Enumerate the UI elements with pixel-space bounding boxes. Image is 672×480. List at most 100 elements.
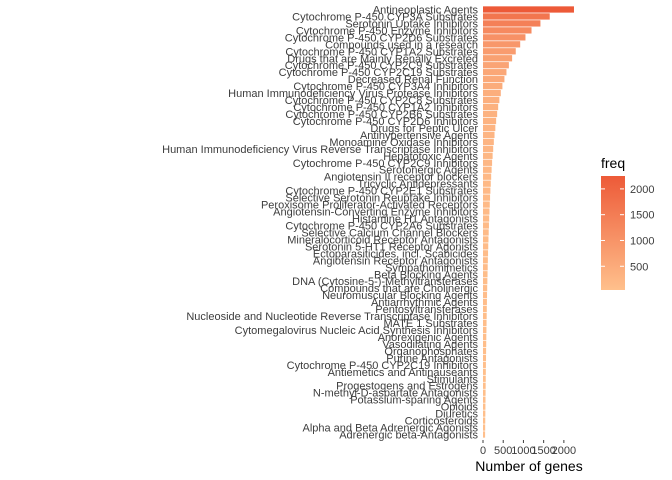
y-tick-label: Human Immunodeficiency Virus Reverse Tra… <box>162 144 478 156</box>
bar <box>483 257 488 264</box>
y-tick-label: Cytochrome P-450 CYP2D6 Substrates <box>285 32 479 44</box>
y-tick-label: Alpha and Beta Adrenergic Agonists <box>302 423 478 435</box>
bar <box>483 319 487 327</box>
bar <box>483 243 489 250</box>
bar <box>483 431 486 438</box>
bar <box>483 166 492 173</box>
legend-tick-label: 2000 <box>630 184 654 196</box>
y-tick-label: Cytochrome P-450 CYP3A Substrates <box>292 11 478 23</box>
y-tick-label: Angiotensin-Converting Enzyme Inhibitors <box>273 207 478 219</box>
y-tick-label: Potassium-sparing Agents <box>350 395 478 407</box>
bar <box>483 110 498 118</box>
y-tick-label: Angiotensin Receptor Antagonists <box>313 255 479 267</box>
bar <box>483 222 489 229</box>
y-tick-label: Selective Calcium Channel Blockers <box>301 227 478 239</box>
y-tick-label: N-methyl-D-aspartate Antagonists <box>313 388 479 400</box>
y-tick-label: Cytochrome P-450 CYP1A2 Substrates <box>285 46 478 58</box>
bar <box>483 69 507 76</box>
bar <box>483 292 488 299</box>
y-tick-label: Tricyclic Antidepressants <box>357 179 478 191</box>
bar <box>483 347 487 355</box>
bar <box>483 117 497 125</box>
bar <box>483 229 489 236</box>
bar <box>483 27 532 34</box>
y-tick-label: Angiotensin II receptor blockers <box>324 172 479 184</box>
legend-colorbar <box>601 176 625 290</box>
legend-ticks: 500 1000 1500 2000 <box>601 184 654 273</box>
bar <box>483 180 491 187</box>
bar <box>483 159 493 166</box>
y-tick-label: Compounds used in a research <box>325 39 478 51</box>
bar <box>483 62 509 69</box>
y-tick-label: Selective Serotonin Reuptake Inhibitors <box>285 193 478 205</box>
y-tick-label: Antihypertensive Agents <box>360 130 479 142</box>
bar <box>483 215 490 222</box>
bar <box>483 145 494 152</box>
bar <box>483 382 486 389</box>
bar <box>483 6 574 13</box>
y-tick-label: Ectoparasiticides, incl. Scabicides <box>313 248 479 260</box>
y-tick-label: Nucleoside and Nucleotide Reverse Transc… <box>186 311 478 323</box>
y-tick-label: Cytochrome P-450 CYP2D6 Inhibitors <box>293 116 479 128</box>
y-tick-label: Cytochrome P-450 CYP1A2 Inhibitors <box>293 102 478 114</box>
y-tick-label: Cytochrome P-450 CYP3A4 Inhibitors <box>293 81 478 93</box>
y-tick-label: Serotonin 5-HT1 Receptor Agonists <box>305 241 479 253</box>
y-tick-label: Pentosyltransferases <box>375 304 478 316</box>
y-tick-label: Serotonin Uptake Inhibitors <box>345 18 478 30</box>
y-tick-label: Monoamine Oxidase Inhibitors <box>329 137 478 149</box>
bar <box>483 410 486 417</box>
y-tick-label: Cytochrome P-450 CYP2C8 Substrates <box>285 95 479 107</box>
bar <box>483 89 501 97</box>
y-tick-label: Beta Blocking Agents <box>374 269 478 281</box>
bar <box>483 201 490 208</box>
y-tick-label: Sympathomimetics <box>385 262 478 274</box>
bar <box>483 375 486 382</box>
y-tick-label: MATE 1 Substrates <box>383 318 478 330</box>
bar <box>483 82 503 90</box>
bar <box>483 138 494 146</box>
bar <box>483 396 486 403</box>
bar <box>483 173 492 180</box>
bar <box>483 333 487 341</box>
bar <box>483 264 488 271</box>
color-legend: freq 500 1000 1500 2000 <box>601 155 654 290</box>
y-tick-label: DNA (Cytosine-5-)-Methyltransferases <box>292 276 478 288</box>
bar <box>483 354 487 362</box>
y-tick-label: Adrenergic beta-Antagonists <box>339 430 478 442</box>
bar <box>483 236 489 243</box>
y-tick-label: Cytochrome P-450 CYP2C9 Substrates <box>285 60 479 72</box>
y-tick-label: Decreased Renal Function <box>348 74 478 86</box>
y-tick-label: Antiemetics and Antinauseants <box>328 367 479 379</box>
y-tick-label: Corticosteroids <box>405 416 479 428</box>
y-tick-label: Diuretics <box>435 409 478 421</box>
y-tick-label: Antiarrhythmic Agents <box>371 297 478 309</box>
y-tick-label: Drugs that are Mainly Renally Excreted <box>287 53 478 65</box>
bar <box>483 41 521 48</box>
y-tick-label: Progestogens and Estrogens <box>336 381 478 393</box>
bar <box>483 208 490 215</box>
y-tick-label: Organophosphates <box>384 346 478 358</box>
x-axis-title: Number of genes <box>475 458 582 474</box>
y-tick-label: Anorexigenic Agents <box>378 332 479 344</box>
bar <box>483 55 513 62</box>
y-tick-label: Vasodilating Agents <box>382 339 478 351</box>
legend-title: freq <box>601 155 625 171</box>
bar <box>483 20 541 27</box>
legend-tick-label: 500 <box>630 261 648 273</box>
y-tick-label: Mineralocorticoid Receptor Antagonists <box>287 234 478 246</box>
bar <box>483 298 487 306</box>
y-tick-label: Cytochrome P-450 CYP2C19 Inhibitors <box>287 360 479 372</box>
bar <box>483 271 488 278</box>
bar <box>483 340 487 348</box>
bars <box>483 6 574 438</box>
y-tick-label: Cytochrome P-450 CYP2B6 Substrates <box>285 109 478 121</box>
legend-tick-label: 1500 <box>630 210 654 222</box>
bar <box>483 48 516 55</box>
x-tick-label: 0 <box>480 445 486 457</box>
bar <box>483 424 486 431</box>
y-tick-label: Cytochrome P-450 CYP2A6 Substrates <box>285 220 478 232</box>
x-tick-label: 1500 <box>531 445 555 457</box>
bar <box>483 285 488 292</box>
x-tick-label: 2000 <box>552 445 576 457</box>
